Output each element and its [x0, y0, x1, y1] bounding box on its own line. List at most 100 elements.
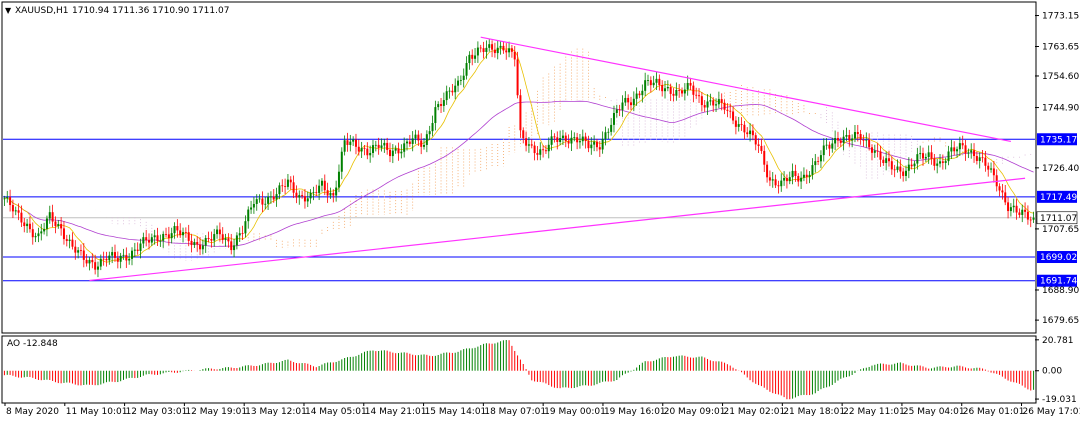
candle-body [1004, 192, 1007, 203]
candle-body [349, 141, 352, 145]
candle-body [525, 138, 528, 146]
level-tag [1037, 274, 1077, 287]
candle-body [641, 90, 644, 96]
time-tick-label: 21 May 02:01 [724, 407, 786, 417]
current-price-label: 1711.07 [1040, 214, 1077, 224]
candle-body [678, 89, 681, 91]
candle-body [442, 100, 445, 106]
candle-body [233, 245, 236, 251]
candle-body [890, 161, 893, 170]
candle-body [655, 78, 658, 83]
price-tick-label: 1754.60 [1042, 72, 1079, 82]
candle-body [150, 237, 153, 243]
candle-body [425, 134, 428, 145]
candle-body [924, 157, 927, 159]
candle-body [201, 245, 204, 250]
candle-body [649, 80, 652, 86]
candle-body [635, 93, 638, 99]
candle-body [11, 205, 14, 212]
candle-body [766, 164, 769, 178]
candle-body [267, 196, 270, 204]
candle-body [612, 112, 615, 125]
candle-body [142, 237, 145, 244]
candle-body [780, 180, 783, 187]
candle-body [661, 84, 664, 92]
candle-body [709, 100, 712, 102]
time-tick-label: 25 May 04:01 [903, 407, 965, 417]
candle-body [37, 233, 40, 237]
time-tick-label: 12 May 19:01 [185, 407, 247, 417]
time-tick-label: 15 May 14:01 [425, 407, 487, 417]
candle-body [403, 143, 406, 152]
candle-body [692, 85, 695, 95]
candle-body [751, 130, 754, 136]
candle-body [510, 48, 513, 52]
candle-body [479, 47, 482, 49]
candle-body [309, 192, 312, 199]
candle-body [272, 196, 275, 200]
moving-average-fast [4, 48, 1034, 263]
candle-body [734, 120, 737, 127]
candle-body [717, 99, 720, 105]
candle-body [371, 145, 374, 154]
candle-body [488, 44, 491, 48]
candle-body [675, 89, 678, 96]
candle-body [973, 150, 976, 157]
candle-body [964, 145, 967, 154]
candle-body [581, 136, 584, 142]
candle-body [987, 165, 990, 170]
candle-body [230, 241, 233, 251]
candle-body [729, 110, 732, 112]
candle-body [870, 147, 873, 153]
time-tick-label: 19 May 16:01 [604, 407, 666, 417]
candle-body [788, 177, 791, 182]
candle-body [664, 88, 667, 92]
candle-body [264, 203, 267, 205]
candle-body [615, 109, 618, 113]
candle-body [922, 153, 925, 159]
candle-body [604, 132, 607, 139]
candle-body [828, 144, 831, 149]
candle-body [286, 179, 289, 187]
candle-body [54, 221, 57, 227]
candle-body [20, 212, 23, 223]
collapse-triangle-icon[interactable]: ▼ [5, 6, 12, 15]
candle-body [879, 151, 882, 160]
candle-body [1029, 219, 1032, 221]
price-tick-label: 1763.65 [1042, 42, 1079, 52]
candle-body [77, 250, 80, 253]
candle-body [567, 141, 570, 144]
candle-body [227, 238, 230, 242]
candle-body [743, 124, 746, 133]
candle-body [332, 192, 335, 196]
candle-body [352, 139, 355, 142]
candle-body [389, 149, 391, 157]
candle-body [28, 223, 31, 230]
candle-body [337, 171, 340, 188]
candle-body [79, 250, 82, 252]
candle-body [295, 192, 298, 198]
candle-body [323, 180, 326, 191]
candle-body [6, 197, 9, 199]
candle-body [179, 230, 182, 236]
candle-body [116, 257, 119, 262]
candle-body [301, 195, 304, 197]
candle-body [162, 233, 165, 241]
candle-body [261, 198, 264, 205]
candle-body [715, 104, 718, 106]
candle-body [96, 266, 99, 270]
candle-body [45, 218, 48, 229]
candle-body [411, 138, 414, 144]
candle-body [128, 258, 131, 261]
candle-body [853, 132, 856, 139]
candle-body [207, 238, 210, 240]
candle-body [658, 78, 661, 85]
candle-body [34, 236, 37, 238]
candle-body [873, 150, 876, 153]
candle-body [244, 221, 247, 234]
candle-body [800, 177, 803, 182]
candle-body [357, 146, 360, 152]
candle-body [306, 198, 309, 202]
candle-body [60, 224, 63, 229]
